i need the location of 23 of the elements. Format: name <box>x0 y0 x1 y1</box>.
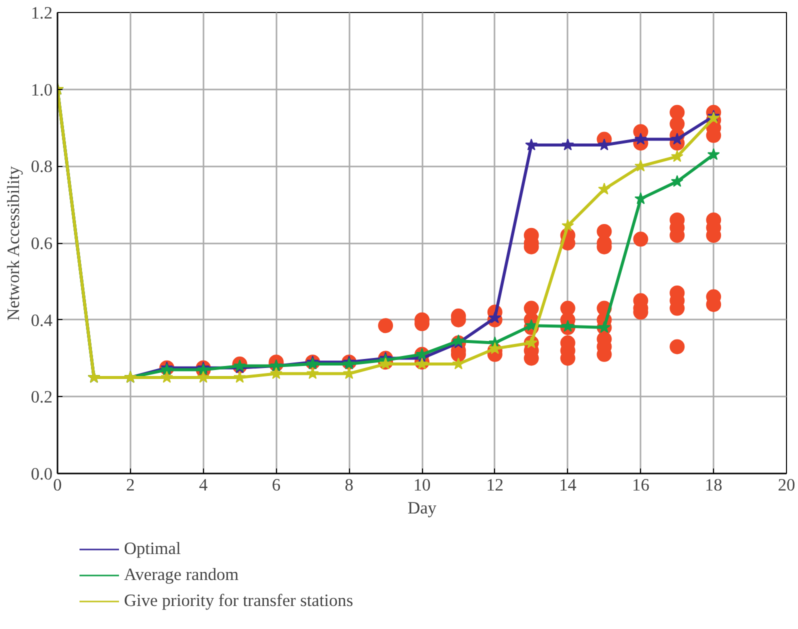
y-tick-label: 0.0 <box>30 464 53 484</box>
y-tick-label: 0.4 <box>30 310 53 330</box>
x-tick-label: 20 <box>778 476 796 494</box>
x-tick-label: 4 <box>198 476 208 494</box>
legend-label: Average random <box>124 565 239 585</box>
legend-label: Optimal <box>124 539 181 559</box>
legend-label: Give priority for transfer stations <box>124 591 354 611</box>
y-tick-label: 0.2 <box>30 388 53 407</box>
x-tick-label: 14 <box>559 476 577 494</box>
y-tick-label: 0.8 <box>30 157 53 176</box>
y-tick-label: 1.2 <box>30 4 53 22</box>
x-axis-title: Day <box>408 498 437 518</box>
x-tick-label: 6 <box>272 476 281 494</box>
x-tick-label: 18 <box>704 476 722 494</box>
y-tick-label: 0.6 <box>30 234 53 253</box>
y-tick-label: 1.0 <box>30 80 53 100</box>
x-tick-label: 0 <box>53 476 62 494</box>
x-tick-label: 2 <box>126 476 135 494</box>
x-tick-label: 12 <box>486 476 504 494</box>
x-tick-label: 16 <box>632 476 650 494</box>
x-tick-label: 10 <box>413 476 431 494</box>
y-axis-title: Network Accessibility <box>4 166 23 321</box>
x-tick-label: 8 <box>344 476 354 494</box>
